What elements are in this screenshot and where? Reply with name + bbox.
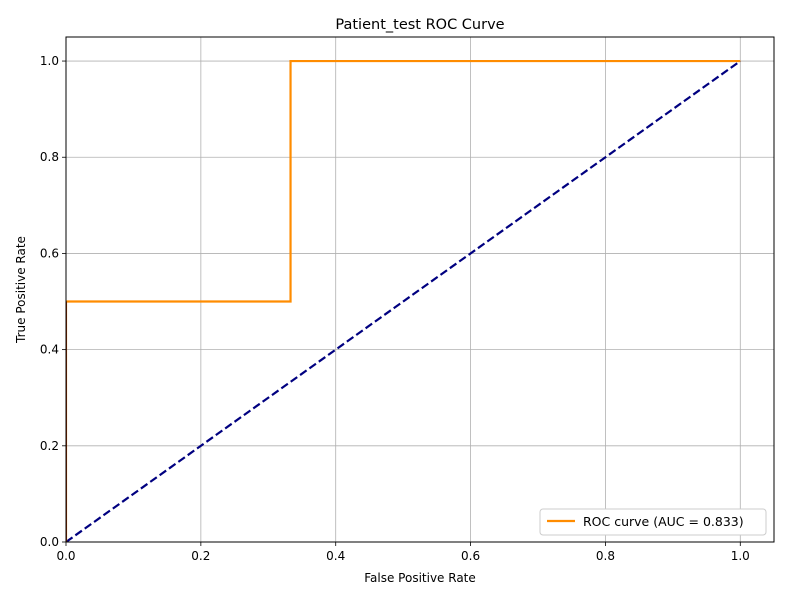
y-tick-label: 0.8 [40,150,59,164]
chart-title: Patient_test ROC Curve [335,17,504,33]
chance-diagonal-line [66,60,741,542]
y-axis-ticks: 0.0 0.2 0.4 0.6 0.8 1.0 [40,54,66,549]
x-tick-label: 0.0 [56,549,75,563]
x-tick-label: 0.8 [596,549,615,563]
x-tick-label: 1.0 [731,549,750,563]
legend: ROC curve (AUC = 0.833) [539,508,767,536]
y-tick-label: 0.4 [40,343,59,357]
plot-frame [65,36,775,543]
roc-curve-line [66,59,741,542]
y-tick-label: 1.0 [40,54,59,68]
legend-label-roc: ROC curve (AUC = 0.833) [583,514,744,529]
x-tick-label: 0.2 [191,549,210,563]
x-axis-label: False Positive Rate [364,571,476,585]
legend-box [539,508,767,536]
y-tick-label: 0.2 [40,439,59,453]
x-tick-label: 0.6 [461,549,480,563]
y-tick-label: 0.0 [40,535,59,549]
x-axis-ticks: 0.0 0.2 0.4 0.6 0.8 1.0 [56,542,750,563]
y-axis-label: True Positive Rate [14,236,28,344]
y-tick-label: 0.6 [40,246,59,260]
x-tick-label: 0.4 [326,549,345,563]
